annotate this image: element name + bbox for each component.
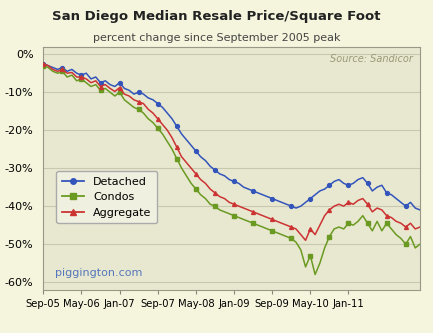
Text: percent change since September 2005 peak: percent change since September 2005 peak <box>93 33 340 43</box>
Text: Source: Sandicor: Source: Sandicor <box>330 54 413 64</box>
Text: piggington.com: piggington.com <box>55 267 142 278</box>
Legend: Detached, Condos, Aggregate: Detached, Condos, Aggregate <box>56 171 157 223</box>
Text: San Diego Median Resale Price/Square Foot: San Diego Median Resale Price/Square Foo… <box>52 10 381 23</box>
